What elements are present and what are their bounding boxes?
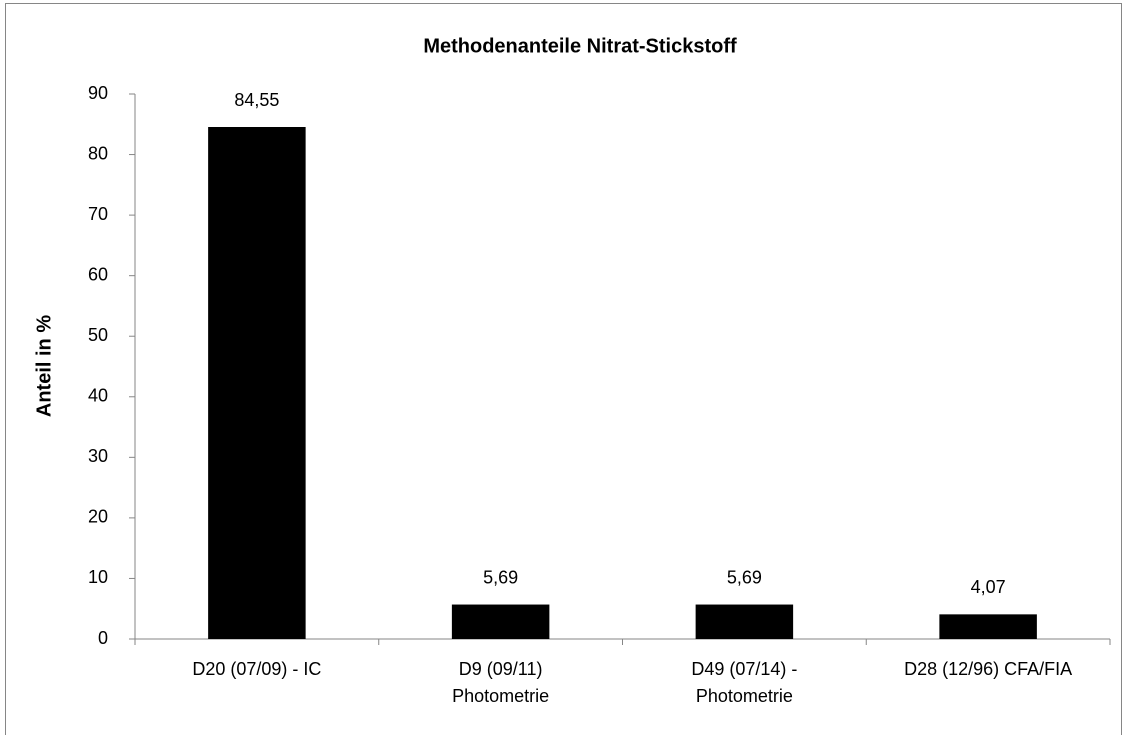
data-label: 4,07 [971,577,1006,597]
y-axis-label: Anteil in % [33,315,55,417]
y-tick-label: 70 [88,204,108,224]
y-tick-label: 30 [88,446,108,466]
y-tick-label: 80 [88,143,108,163]
bar [939,614,1037,639]
x-tick-label: D28 (12/96) CFA/FIA [904,659,1072,679]
y-tick-label: 50 [88,325,108,345]
data-label: 5,69 [483,567,518,587]
chart-title: Methodenanteile Nitrat-Stickstoff [423,35,737,57]
y-tick-label: 60 [88,264,108,284]
y-tick-label: 10 [88,567,108,587]
y-tick-label: 0 [98,628,108,648]
bar [208,127,306,639]
chart-border [5,3,1122,735]
x-tick-label: D49 (07/14) -Photometrie [691,659,797,706]
y-tick-label: 20 [88,507,108,527]
y-tick-label: 90 [88,83,108,103]
bar [451,604,550,639]
data-label: 5,69 [727,567,762,587]
x-tick-label: D9 (09/11) Photometrie [452,659,549,706]
x-tick-label: D20 (07/09) - IC [192,659,321,679]
bar [695,604,794,639]
data-label: 84,55 [234,90,279,110]
y-tick-label: 40 [88,386,108,406]
